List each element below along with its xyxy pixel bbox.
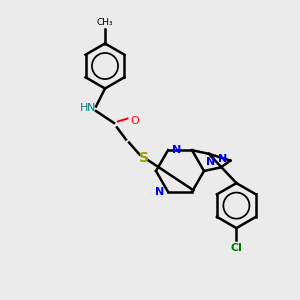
Text: Cl: Cl [230,243,242,253]
Text: O: O [130,116,139,127]
Text: S: S [139,151,149,164]
Text: N: N [87,103,95,113]
Text: N: N [155,187,164,197]
Text: N: N [206,158,215,167]
Text: H: H [80,103,88,113]
Text: N: N [218,154,227,164]
Text: CH₃: CH₃ [97,18,113,27]
Text: N: N [172,145,181,155]
